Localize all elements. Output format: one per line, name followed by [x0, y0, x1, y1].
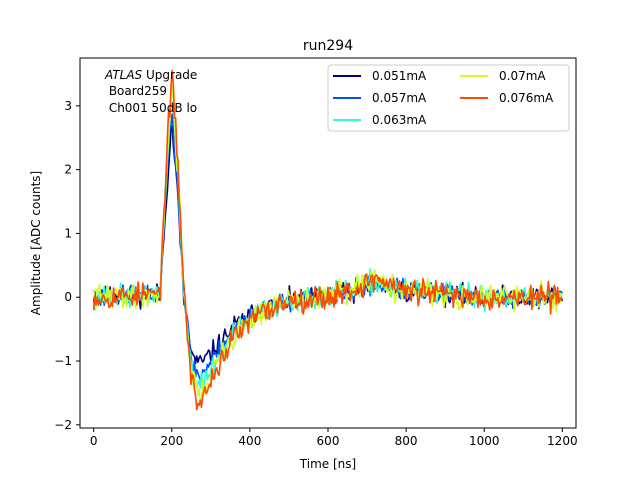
- y-tick-label: −2: [54, 418, 72, 432]
- y-tick-label: 1: [64, 226, 72, 240]
- x-axis-label: Time [ns]: [299, 457, 356, 471]
- y-axis-label: Amplitude [ADC counts]: [29, 171, 43, 315]
- annotation-atlas: ATLAS: [104, 68, 143, 82]
- legend-label: 0.076mA: [499, 91, 554, 105]
- y-tick-label: 2: [64, 163, 72, 177]
- y-tick-label: 3: [64, 99, 72, 113]
- annotation-line-3: Ch001 50dB lo: [105, 101, 197, 115]
- series-lines: [92, 69, 564, 411]
- x-tick-label: 400: [238, 434, 261, 448]
- legend-label: 0.051mA: [372, 69, 427, 83]
- annotation-upgrade: Upgrade: [142, 68, 197, 82]
- series-line: [92, 69, 563, 411]
- y-tick-label: −1: [54, 354, 72, 368]
- x-axis-ticks: 0 200 400 600 800 1000 1200: [90, 428, 578, 448]
- legend-label: 0.07mA: [499, 69, 546, 83]
- annotation-line-1: ATLAS Upgrade: [104, 68, 197, 82]
- y-axis-ticks: −2 −1 0 1 2 3: [54, 99, 80, 432]
- annotation-line-2: Board259: [105, 84, 167, 98]
- legend: 0.051mA 0.057mA 0.063mA 0.07mA 0.076mA: [327, 64, 570, 132]
- y-tick-label: 0: [64, 290, 72, 304]
- x-tick-label: 1200: [547, 434, 578, 448]
- x-tick-label: 1000: [469, 434, 500, 448]
- x-tick-label: 600: [317, 434, 340, 448]
- legend-label: 0.057mA: [372, 91, 427, 105]
- chart-title: run294: [303, 38, 353, 54]
- x-tick-label: 0: [90, 434, 98, 448]
- legend-label: 0.063mA: [372, 113, 427, 127]
- atlas-annotation: ATLAS Upgrade Board259 Ch001 50dB lo: [104, 68, 197, 115]
- legend-box: [327, 64, 570, 132]
- x-tick-label: 800: [395, 434, 418, 448]
- x-tick-label: 200: [160, 434, 183, 448]
